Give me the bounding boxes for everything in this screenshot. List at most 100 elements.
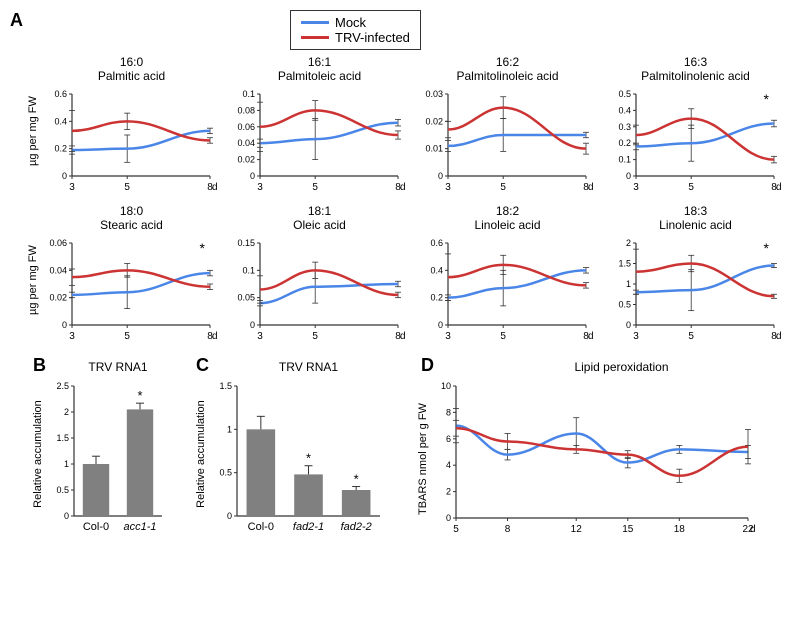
svg-text:5: 5 bbox=[500, 182, 506, 193]
panel-b: B TRV RNA1 00.511.522.5Col-0*acc1-1 Rela… bbox=[38, 360, 168, 538]
svg-text:0.01: 0.01 bbox=[425, 143, 443, 153]
legend-trv: TRV-infected bbox=[301, 30, 410, 45]
svg-text:0: 0 bbox=[250, 171, 255, 181]
svg-text:0: 0 bbox=[446, 513, 451, 523]
svg-text:5: 5 bbox=[312, 331, 318, 342]
svg-text:0: 0 bbox=[626, 171, 631, 181]
svg-text:0.3: 0.3 bbox=[618, 122, 631, 132]
svg-text:0.1: 0.1 bbox=[618, 154, 631, 164]
svg-text:Col-0: Col-0 bbox=[83, 521, 109, 533]
chart-title-d: Lipid peroxidation bbox=[456, 360, 787, 374]
svg-text:1.5: 1.5 bbox=[618, 258, 631, 268]
svg-text:0.04: 0.04 bbox=[237, 138, 255, 148]
legend-mock: Mock bbox=[301, 15, 410, 30]
svg-text:4: 4 bbox=[446, 460, 451, 470]
y-axis-label-c: Relative accumulation bbox=[195, 389, 207, 519]
svg-text:18: 18 bbox=[674, 524, 686, 535]
panel-label-b: B bbox=[33, 355, 46, 376]
chart-title: 16:0Palmitic acid bbox=[40, 55, 223, 84]
svg-text:5: 5 bbox=[124, 331, 130, 342]
svg-text:*: * bbox=[306, 450, 311, 465]
svg-text:0.6: 0.6 bbox=[430, 238, 443, 248]
svg-text:8: 8 bbox=[505, 524, 511, 535]
line-chart: 16:3Palmitolinolenic acid 00.10.20.30.40… bbox=[604, 55, 787, 196]
svg-text:dpi: dpi bbox=[750, 524, 756, 535]
svg-text:5: 5 bbox=[124, 182, 130, 193]
svg-text:0: 0 bbox=[626, 320, 631, 330]
chart-title: 16:1Palmitoleic acid bbox=[228, 55, 411, 84]
svg-text:12: 12 bbox=[571, 524, 583, 535]
y-axis-label: µg per mg FW bbox=[27, 245, 39, 315]
y-axis-label-d: TBARS nmol per g FW bbox=[417, 384, 429, 534]
y-axis-label-b: Relative accumulation bbox=[32, 389, 44, 519]
line-chart: 18:2Linoleic acid 00.20.40.6358dpi bbox=[416, 204, 599, 345]
svg-text:fad2-2: fad2-2 bbox=[341, 521, 372, 533]
svg-text:fad2-1: fad2-1 bbox=[293, 521, 324, 533]
chart-title: 18:0Stearic acid bbox=[40, 204, 223, 233]
svg-text:5: 5 bbox=[688, 182, 694, 193]
svg-text:0.03: 0.03 bbox=[425, 89, 443, 99]
svg-text:3: 3 bbox=[445, 331, 451, 342]
svg-text:0.02: 0.02 bbox=[425, 116, 443, 126]
figure-root: A Mock TRV-infected 16:0Palmitic acid 0 0… bbox=[10, 10, 787, 538]
chart-title-c: TRV RNA1 bbox=[231, 360, 386, 374]
svg-text:0.2: 0.2 bbox=[618, 138, 631, 148]
svg-text:*: * bbox=[764, 91, 770, 107]
svg-text:3: 3 bbox=[257, 331, 263, 342]
line-chart: 16:2Palmitolinoleic acid 00.010.020.0335… bbox=[416, 55, 599, 196]
svg-text:dpi: dpi bbox=[400, 182, 406, 193]
panel-label-a: A bbox=[10, 10, 23, 31]
svg-text:0.02: 0.02 bbox=[49, 292, 67, 302]
svg-text:dpi: dpi bbox=[776, 331, 782, 342]
svg-text:0: 0 bbox=[62, 171, 67, 181]
line-chart: 18:1Oleic acid 00.050.10.15358dpi bbox=[228, 204, 411, 345]
legend-line-trv bbox=[301, 36, 329, 39]
svg-text:0.4: 0.4 bbox=[618, 105, 631, 115]
svg-text:6: 6 bbox=[446, 433, 451, 443]
bottom-row: B TRV RNA1 00.511.522.5Col-0*acc1-1 Rela… bbox=[10, 360, 787, 538]
chart-title: 18:2Linoleic acid bbox=[416, 204, 599, 233]
svg-text:0: 0 bbox=[227, 511, 232, 521]
panel-d: D Lipid peroxidation 02468105812151822dp… bbox=[426, 360, 787, 538]
legend-label-trv: TRV-infected bbox=[335, 30, 410, 45]
legend-label-mock: Mock bbox=[335, 15, 366, 30]
svg-text:1: 1 bbox=[626, 279, 631, 289]
svg-text:0.02: 0.02 bbox=[237, 154, 255, 164]
svg-text:Col-0: Col-0 bbox=[248, 521, 274, 533]
svg-text:0.2: 0.2 bbox=[54, 143, 67, 153]
svg-text:0: 0 bbox=[438, 320, 443, 330]
svg-text:0.08: 0.08 bbox=[237, 105, 255, 115]
chart-title: 18:1Oleic acid bbox=[228, 204, 411, 233]
svg-text:2: 2 bbox=[64, 407, 69, 417]
chart-title: 18:3Linolenic acid bbox=[604, 204, 787, 233]
svg-text:0.05: 0.05 bbox=[237, 292, 255, 302]
svg-text:3: 3 bbox=[257, 182, 263, 193]
svg-text:0: 0 bbox=[62, 320, 67, 330]
panel-label-d: D bbox=[421, 355, 434, 376]
svg-text:0.5: 0.5 bbox=[56, 485, 69, 495]
svg-text:0.6: 0.6 bbox=[54, 89, 67, 99]
panel-a: A Mock TRV-infected 16:0Palmitic acid 0 0… bbox=[10, 10, 787, 345]
svg-text:0: 0 bbox=[438, 171, 443, 181]
svg-text:0.2: 0.2 bbox=[430, 292, 443, 302]
chart-title-b: TRV RNA1 bbox=[68, 360, 168, 374]
line-chart: 18:3Linolenic acid 00.511.52358*dpi bbox=[604, 204, 787, 345]
svg-text:2: 2 bbox=[626, 238, 631, 248]
svg-text:*: * bbox=[137, 388, 142, 403]
svg-text:dpi: dpi bbox=[212, 182, 218, 193]
y-axis-label: µg per mg FW bbox=[27, 96, 39, 166]
svg-text:3: 3 bbox=[69, 182, 75, 193]
svg-text:1.5: 1.5 bbox=[56, 433, 69, 443]
line-chart: 16:0Palmitic acid 00.20.40.6358dpi µg pe… bbox=[40, 55, 223, 196]
svg-text:10: 10 bbox=[441, 381, 451, 391]
svg-text:dpi: dpi bbox=[776, 182, 782, 193]
legend-line-mock bbox=[301, 21, 329, 24]
svg-text:0.5: 0.5 bbox=[219, 467, 232, 477]
svg-text:dpi: dpi bbox=[588, 182, 594, 193]
svg-text:0.5: 0.5 bbox=[618, 89, 631, 99]
svg-text:3: 3 bbox=[633, 182, 639, 193]
svg-text:3: 3 bbox=[445, 182, 451, 193]
svg-text:0.1: 0.1 bbox=[242, 89, 255, 99]
svg-text:1.5: 1.5 bbox=[219, 381, 232, 391]
svg-text:5: 5 bbox=[688, 331, 694, 342]
